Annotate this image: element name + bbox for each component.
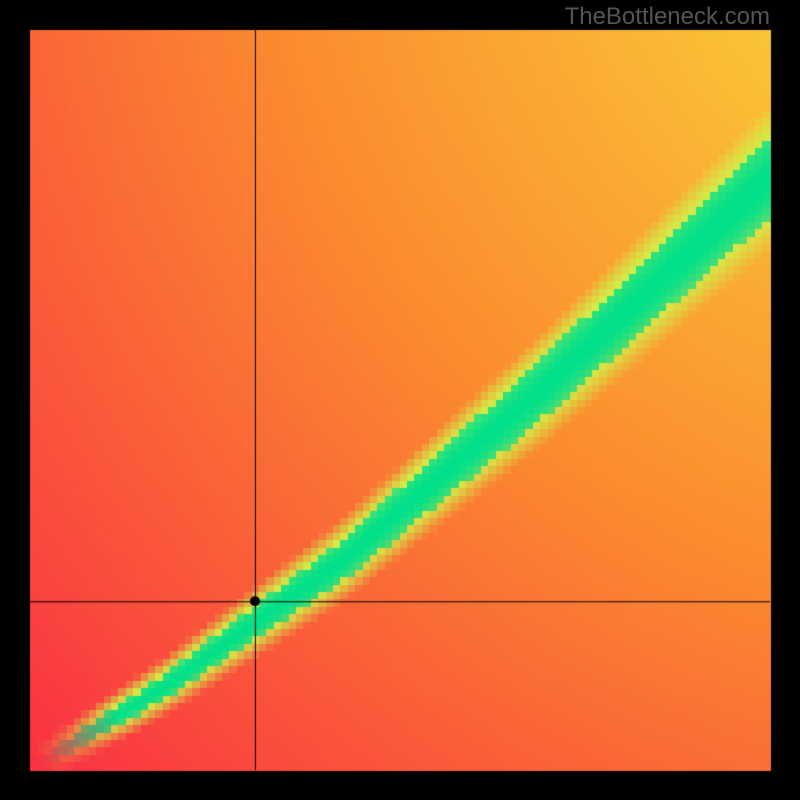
root-container: TheBottleneck.com xyxy=(0,0,800,800)
bottleneck-heatmap-canvas xyxy=(0,0,800,800)
